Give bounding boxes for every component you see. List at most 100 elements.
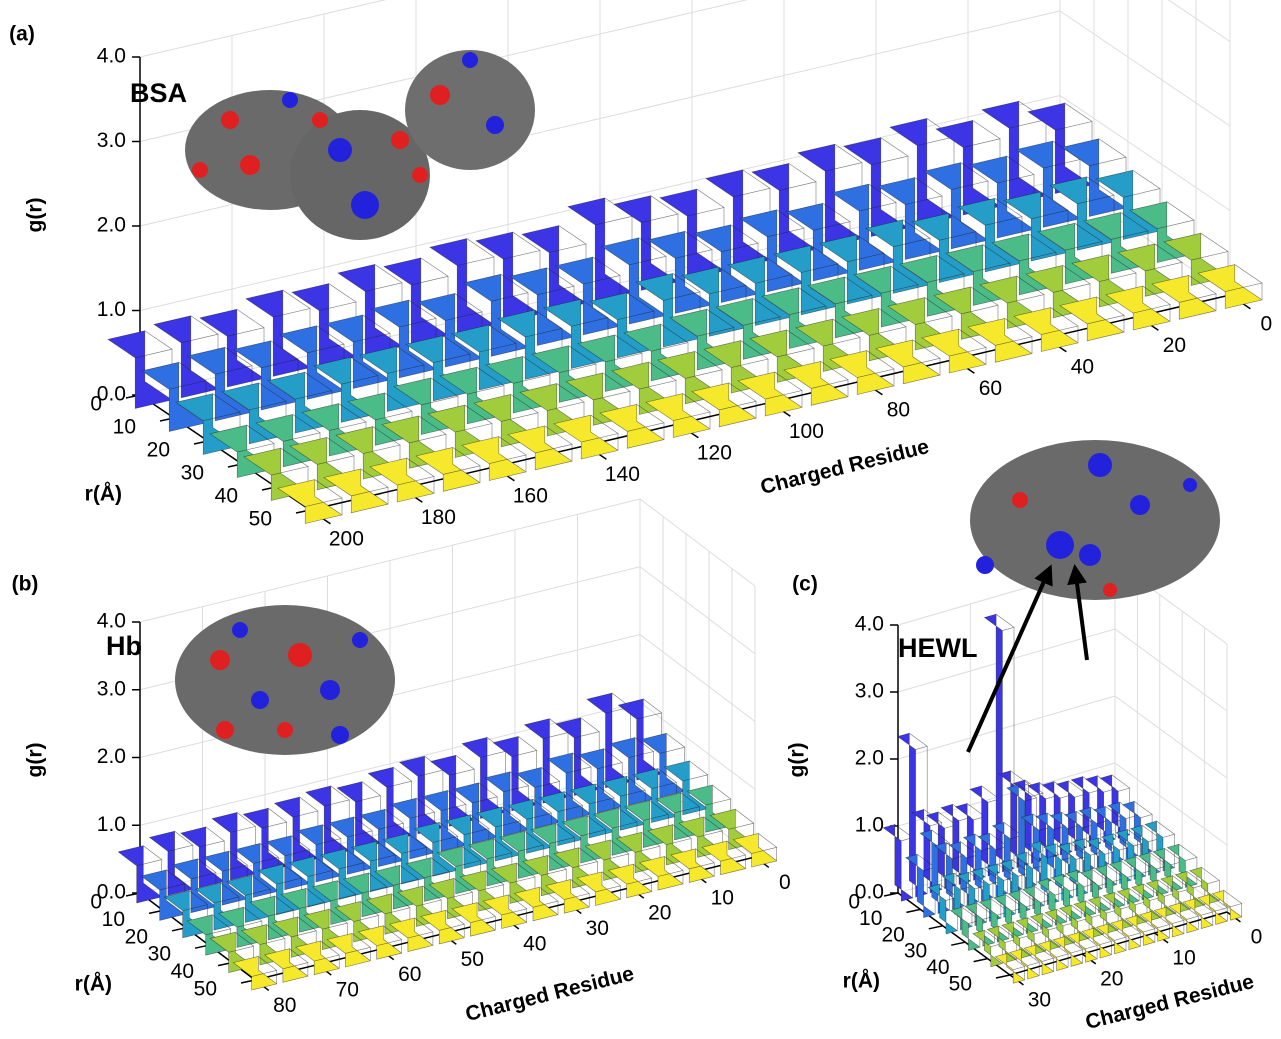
grid-line — [1059, 10, 1231, 127]
z-axis-label: g(r) — [24, 198, 47, 233]
protein-hewl — [970, 440, 1220, 600]
tick-mark — [906, 908, 921, 914]
bar — [1189, 866, 1220, 905]
bar — [983, 613, 1015, 873]
x-tick-label: 40 — [1071, 355, 1094, 378]
y-tick-label: 10 — [859, 907, 882, 930]
bar — [875, 339, 941, 385]
bar — [701, 840, 747, 876]
bar — [967, 317, 1033, 363]
x-tick-label: 60 — [398, 963, 421, 986]
bar — [994, 952, 1026, 984]
bar — [1049, 176, 1115, 251]
x-tick-label: 200 — [329, 527, 364, 550]
bar — [277, 479, 343, 524]
x-tick-label: 80 — [273, 994, 296, 1017]
x-tick-label: 20 — [648, 902, 671, 925]
tick-mark — [995, 974, 1011, 979]
panel-label: (c) — [792, 573, 818, 596]
bar — [369, 457, 435, 503]
bar — [482, 894, 528, 929]
bar — [1197, 894, 1228, 925]
grid-line — [639, 634, 756, 722]
bar — [1023, 944, 1055, 976]
y-axis-label: r(Å) — [85, 482, 122, 506]
grid-line — [1059, 95, 1231, 211]
y-tick-label: 40 — [171, 960, 194, 983]
bar — [607, 863, 653, 899]
grid-line — [639, 566, 756, 655]
bar — [1087, 896, 1119, 934]
x-tick-label: 60 — [979, 377, 1002, 400]
z-tick-label: 2.0 — [855, 747, 884, 770]
y-tick-label: 30 — [148, 943, 171, 966]
chart-title: BSA — [130, 78, 187, 108]
bar — [513, 886, 559, 922]
x-tick-label: 0 — [779, 871, 791, 894]
x-tick-label: 40 — [523, 932, 546, 955]
bar — [1105, 285, 1171, 331]
x-axis — [1009, 911, 1228, 976]
bar — [1059, 296, 1125, 342]
bar — [599, 403, 665, 449]
z-tick-label: 0.0 — [97, 383, 126, 406]
z-tick-label: 2.0 — [97, 214, 126, 237]
bar — [1160, 875, 1192, 913]
y-tick-label: 20 — [147, 439, 170, 462]
bar — [357, 925, 403, 960]
x-tick-label: 80 — [887, 398, 910, 421]
x-axis-label: Charged Residue — [463, 962, 636, 1026]
grid-line — [639, 498, 756, 587]
bar — [1151, 274, 1217, 320]
bar — [388, 917, 434, 952]
grid-line — [1167, 0, 1231, 42]
grid-line — [639, 701, 756, 790]
z-tick-label: 1.0 — [97, 813, 126, 836]
tick-mark — [973, 957, 988, 963]
bar — [1052, 936, 1084, 967]
y-tick-label: 0 — [90, 393, 102, 416]
bar — [691, 382, 757, 428]
bar — [232, 955, 278, 991]
x-tick-label: 100 — [789, 420, 824, 443]
panel-label: (b) — [12, 573, 39, 596]
y-axis-label: r(Å) — [75, 972, 112, 996]
protein-hb — [175, 605, 395, 755]
y-tick-label: 30 — [904, 940, 927, 963]
y-axis-label: r(Å) — [843, 969, 880, 993]
arrow — [1067, 564, 1089, 661]
bar — [1182, 898, 1214, 929]
z-tick-label: 4.0 — [97, 610, 126, 633]
y-tick-label: 20 — [881, 923, 904, 946]
bar — [451, 901, 497, 937]
bar — [645, 393, 711, 438]
z-tick-label: 0.0 — [855, 881, 884, 904]
bar — [1009, 948, 1040, 980]
bar — [420, 909, 465, 945]
grid-line — [897, 628, 1116, 693]
bar — [326, 932, 372, 968]
bar — [507, 425, 573, 471]
bar — [1013, 307, 1079, 352]
x-tick-label: 120 — [697, 441, 732, 464]
bar — [1095, 923, 1127, 955]
y-tick-label: 30 — [181, 462, 204, 485]
bar — [1038, 940, 1069, 971]
x-tick-label: 160 — [513, 484, 548, 507]
y-tick-label: 0 — [848, 891, 860, 914]
z-tick-label: 4.0 — [855, 613, 884, 636]
bar — [1110, 919, 1142, 950]
grid-line — [1114, 695, 1228, 779]
y-tick-label: 50 — [249, 508, 272, 531]
bar-layer — [107, 100, 1263, 991]
grid-line — [1114, 762, 1228, 846]
grid-line — [139, 0, 387, 58]
x-tick-label: 180 — [421, 506, 456, 529]
z-axis-label: g(r) — [786, 743, 809, 778]
x-axis-label: Charged Residue — [758, 435, 931, 499]
z-tick-label: 3.0 — [97, 677, 126, 700]
x-tick-label: 0 — [1251, 925, 1263, 948]
y-tick-label: 40 — [926, 956, 949, 979]
z-tick-label: 4.0 — [97, 45, 126, 68]
